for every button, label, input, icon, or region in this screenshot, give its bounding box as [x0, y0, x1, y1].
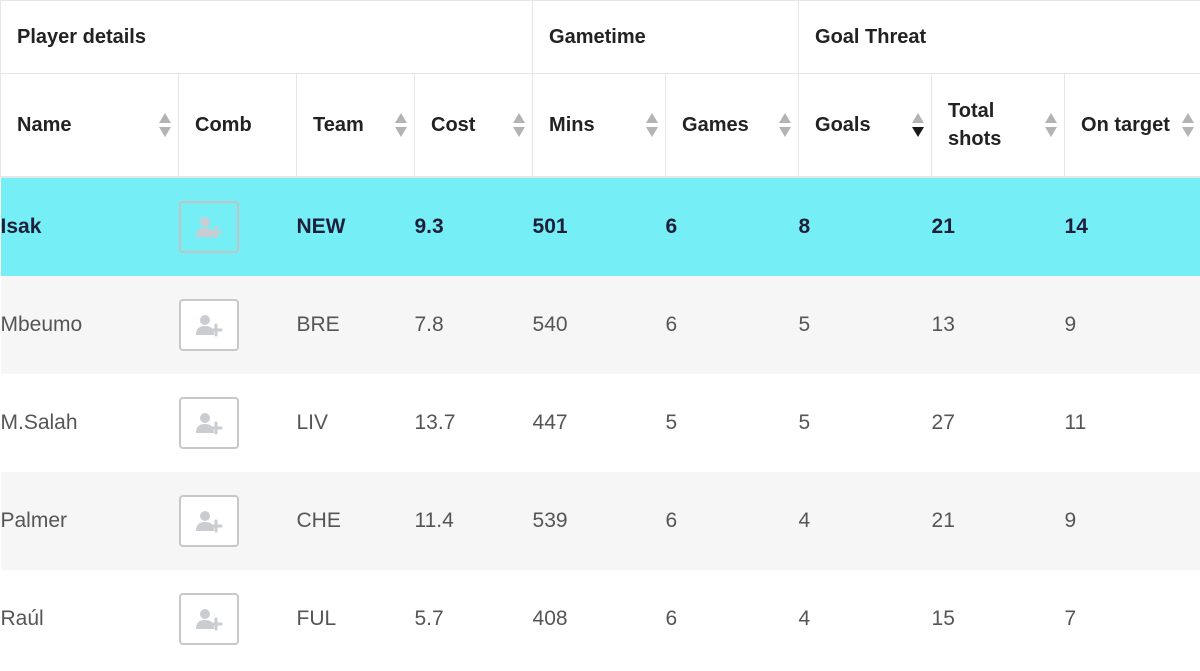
table-row[interactable]: Raúl FUL 5.7 408 6 4 15 7	[0, 570, 1200, 668]
cell-team: BRE	[296, 276, 415, 374]
sort-arrows-icon[interactable]	[1181, 112, 1195, 138]
cell-mins: 540	[532, 276, 666, 374]
cell-on-target: 7	[1064, 570, 1200, 668]
add-user-icon	[195, 215, 223, 239]
add-to-comparison-button[interactable]	[178, 201, 239, 253]
column-header-games[interactable]: Games	[665, 73, 799, 178]
sort-arrows-icon[interactable]	[778, 112, 792, 138]
cell-on-target: 14	[1064, 177, 1200, 276]
sort-arrows-icon[interactable]	[512, 112, 526, 138]
table-row[interactable]: Mbeumo BRE 7.8 540 6 5 13 9	[0, 276, 1200, 374]
cell-name[interactable]: Palmer	[0, 472, 179, 570]
cell-cost: 7.8	[414, 276, 533, 374]
table-row[interactable]: Palmer CHE 11.4 539 6 4 21 9	[0, 472, 1200, 570]
table-body: Isak NEW 9.3 501 6 8 21 14 Mbeumo BRE 7.8 540 6 5 13 9 M…	[0, 177, 1200, 668]
cell-total-shots: 15	[931, 570, 1065, 668]
cell-games: 6	[665, 177, 799, 276]
column-group-row: Player details Gametime Goal Threat	[0, 0, 1200, 74]
cell-cost: 9.3	[414, 177, 533, 276]
cell-mins: 501	[532, 177, 666, 276]
column-header-total-shots[interactable]: Total shots	[931, 73, 1065, 178]
column-header-goals[interactable]: Goals	[798, 73, 932, 178]
add-user-icon	[195, 411, 223, 435]
cell-goals: 5	[798, 276, 932, 374]
column-header-label: On target	[1081, 114, 1170, 136]
group-goal-threat: Goal Threat	[798, 0, 1200, 74]
cell-name[interactable]: M.Salah	[0, 374, 179, 472]
column-header-label: Games	[682, 114, 749, 136]
cell-name[interactable]: Raúl	[0, 570, 179, 668]
cell-games: 5	[665, 374, 799, 472]
cell-comb	[178, 276, 297, 374]
cell-goals: 4	[798, 570, 932, 668]
cell-team: LIV	[296, 374, 415, 472]
add-to-comparison-button[interactable]	[178, 593, 239, 645]
cell-comb	[178, 570, 297, 668]
sort-arrows-icon[interactable]	[394, 112, 408, 138]
cell-games: 6	[665, 570, 799, 668]
cell-games: 6	[665, 472, 799, 570]
sort-arrows-icon[interactable]	[645, 112, 659, 138]
cell-mins: 408	[532, 570, 666, 668]
sort-arrows-icon[interactable]	[1044, 112, 1058, 138]
cell-team: FUL	[296, 570, 415, 668]
table-row[interactable]: M.Salah LIV 13.7 447 5 5 27 11	[0, 374, 1200, 472]
table-row-highlighted[interactable]: Isak NEW 9.3 501 6 8 21 14	[0, 177, 1200, 276]
cell-cost: 5.7	[414, 570, 533, 668]
cell-comb	[178, 472, 297, 570]
cell-cost: 11.4	[414, 472, 533, 570]
cell-cost: 13.7	[414, 374, 533, 472]
column-header-row: Name Comb Team Cost Mins Games Goals Total shot…	[0, 73, 1200, 178]
add-to-comparison-button[interactable]	[178, 495, 239, 547]
cell-goals: 4	[798, 472, 932, 570]
column-header-label: Mins	[549, 114, 595, 136]
cell-mins: 447	[532, 374, 666, 472]
cell-goals: 5	[798, 374, 932, 472]
cell-total-shots: 13	[931, 276, 1065, 374]
sort-arrows-icon[interactable]	[911, 112, 925, 138]
sort-arrows-icon[interactable]	[158, 112, 172, 138]
cell-comb	[178, 374, 297, 472]
cell-name[interactable]: Isak	[0, 177, 179, 276]
cell-total-shots: 27	[931, 374, 1065, 472]
cell-name[interactable]: Mbeumo	[0, 276, 179, 374]
column-header-label: Cost	[431, 114, 476, 136]
column-header-label: Team	[313, 114, 364, 136]
group-gametime: Gametime	[532, 0, 799, 74]
column-header-comb: Comb	[178, 73, 297, 178]
group-player-details: Player details	[0, 0, 533, 74]
column-header-on-target[interactable]: On target	[1064, 73, 1200, 178]
column-header-mins[interactable]: Mins	[532, 73, 666, 178]
cell-on-target: 9	[1064, 472, 1200, 570]
add-to-comparison-button[interactable]	[178, 299, 239, 351]
column-header-label: Name	[17, 114, 72, 136]
column-header-label: Total shots	[948, 100, 1002, 150]
cell-comb	[178, 177, 297, 276]
column-header-cost[interactable]: Cost	[413, 73, 533, 178]
cell-mins: 539	[532, 472, 666, 570]
column-header-label: Comb	[195, 114, 252, 136]
column-header-team[interactable]: Team	[296, 73, 415, 178]
column-header-name[interactable]: Name	[0, 73, 179, 178]
add-user-icon	[195, 313, 223, 337]
cell-on-target: 9	[1064, 276, 1200, 374]
cell-games: 6	[665, 276, 799, 374]
cell-goals: 8	[798, 177, 932, 276]
cell-team: NEW	[296, 177, 415, 276]
add-user-icon	[195, 607, 223, 631]
add-to-comparison-button[interactable]	[178, 397, 239, 449]
cell-total-shots: 21	[931, 177, 1065, 276]
add-user-icon	[195, 509, 223, 533]
column-header-label: Goals	[815, 114, 871, 136]
cell-team: CHE	[296, 472, 415, 570]
cell-total-shots: 21	[931, 472, 1065, 570]
cell-on-target: 11	[1064, 374, 1200, 472]
